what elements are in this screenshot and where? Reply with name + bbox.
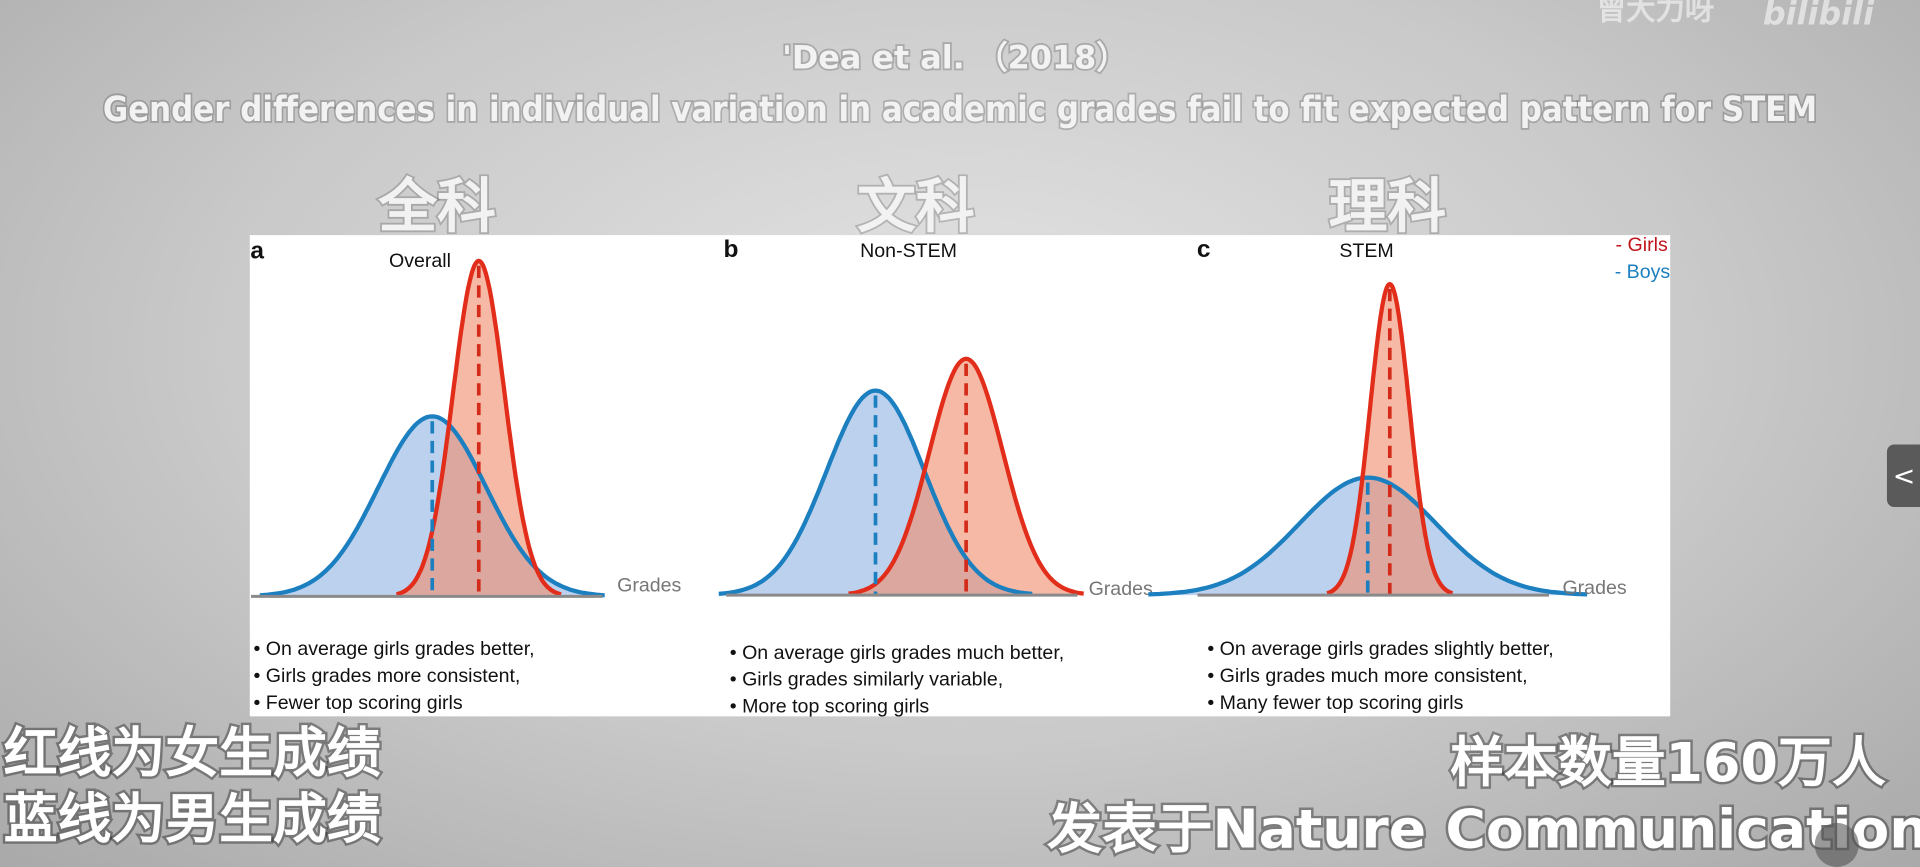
panel-letter: b bbox=[724, 236, 739, 263]
legend-boys: - Boys bbox=[1615, 261, 1671, 283]
caption-right-1: 样本数量160万人 bbox=[1450, 731, 1886, 794]
boys-curve bbox=[718, 388, 1033, 597]
bullet: • Girls grades more consistent, bbox=[253, 665, 520, 687]
side-tab[interactable] bbox=[1886, 444, 1920, 507]
play-icon[interactable] bbox=[1814, 822, 1859, 867]
girls-curve bbox=[1326, 281, 1454, 596]
side-tab-icon[interactable]: < bbox=[1893, 461, 1916, 492]
bullet: • More top scoring girls bbox=[730, 696, 930, 718]
bullet: • Girls grades similarly variable, bbox=[730, 669, 1003, 691]
boys-curve bbox=[259, 414, 605, 598]
axis-label: Grades bbox=[1089, 578, 1153, 600]
watermark-author: 曾大力呀 bbox=[1597, 0, 1715, 27]
subject-label: 全科 bbox=[377, 172, 496, 241]
bullet: • On average girls grades better, bbox=[253, 638, 534, 660]
citation: 'Dea et al. （2018） bbox=[782, 39, 1128, 77]
subject-label: 文科 bbox=[857, 172, 975, 241]
subject-label: 理科 bbox=[1329, 172, 1447, 241]
girls-curve bbox=[848, 356, 1084, 596]
legend-girls: - Girls bbox=[1616, 234, 1668, 256]
slide-title: Gender differences in individual variati… bbox=[103, 90, 1817, 130]
panel-title: STEM bbox=[1339, 240, 1393, 262]
bullet: • Girls grades much more consistent, bbox=[1207, 665, 1527, 687]
caption-left-1: 红线为女生成绩 bbox=[4, 721, 381, 784]
girls-curve bbox=[395, 258, 562, 597]
girls-area bbox=[848, 358, 1084, 596]
bullet: • On average girls grades slightly bette… bbox=[1207, 638, 1553, 660]
bullet: • On average girls grades much better, bbox=[730, 642, 1064, 664]
caption-right-2: 发表于Nature Communication bbox=[1047, 797, 1920, 860]
bullet: • Many fewer top scoring girls bbox=[1207, 692, 1463, 714]
watermark-site: bilibili bbox=[1763, 0, 1875, 33]
axis-label: Grades bbox=[1562, 577, 1626, 599]
bullet: • Fewer top scoring girls bbox=[253, 692, 462, 714]
panel-title: Overall bbox=[389, 250, 451, 272]
boys-curve bbox=[1148, 475, 1588, 597]
panel-letter: a bbox=[250, 237, 264, 264]
caption-left-2: 蓝线为男生成绩 bbox=[4, 788, 381, 851]
panel-letter: c bbox=[1197, 236, 1211, 263]
panel-title: Non-STEM bbox=[860, 240, 957, 262]
axis-label: Grades bbox=[617, 574, 681, 596]
